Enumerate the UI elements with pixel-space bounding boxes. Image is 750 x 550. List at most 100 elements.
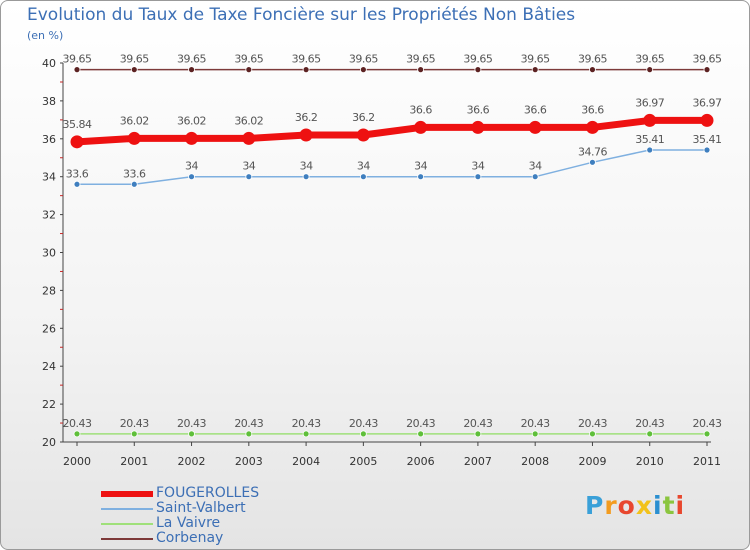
x-tick-label: 2005: [349, 455, 377, 468]
data-point-fougerolles: [585, 120, 599, 134]
data-point-saint-valbert: [359, 173, 367, 181]
x-tick-label: 2001: [120, 455, 148, 468]
data-label-la-vaivre: 20.43: [578, 417, 607, 430]
logo-letter: r: [604, 491, 618, 520]
data-point-saint-valbert: [474, 173, 482, 181]
data-label-la-vaivre: 20.43: [234, 417, 263, 430]
data-label-saint-valbert: 34.76: [578, 145, 607, 158]
data-point-fougerolles: [528, 120, 542, 134]
data-point-saint-valbert: [130, 180, 138, 188]
data-label-corbenay: 39.65: [349, 53, 378, 66]
data-point-fougerolles: [700, 113, 714, 127]
data-label-corbenay: 39.65: [234, 53, 263, 66]
data-label-fougerolles: 35.84: [63, 118, 92, 131]
data-label-corbenay: 39.65: [521, 53, 550, 66]
data-label-corbenay: 39.65: [177, 53, 206, 66]
data-label-saint-valbert: 34: [357, 160, 370, 173]
legend-swatch-fougerolles: [101, 491, 153, 497]
data-label-saint-valbert: 34: [242, 160, 255, 173]
data-point-la-vaivre: [474, 430, 482, 438]
data-label-fougerolles: 36.2: [352, 111, 375, 124]
data-label-fougerolles: 36.6: [524, 103, 547, 116]
series-line-saint-valbert: [76, 149, 708, 186]
data-point-fougerolles: [127, 131, 141, 145]
data-label-saint-valbert: 34: [185, 160, 198, 173]
logo-letter: i: [653, 491, 663, 520]
data-point-la-vaivre: [359, 430, 367, 438]
data-point-saint-valbert: [188, 173, 195, 181]
data-point-la-vaivre: [703, 430, 711, 438]
data-label-saint-valbert: 34: [300, 160, 313, 173]
logo-letter: o: [617, 491, 636, 520]
data-label-corbenay: 39.65: [693, 53, 722, 66]
data-label-la-vaivre: 20.43: [292, 417, 321, 430]
data-point-corbenay: [73, 66, 81, 74]
data-label-corbenay: 39.65: [463, 53, 492, 66]
data-point-la-vaivre: [188, 430, 195, 438]
data-label-la-vaivre: 20.43: [635, 417, 664, 430]
y-tick-label: 20: [42, 436, 56, 449]
data-point-la-vaivre: [531, 430, 539, 438]
data-point-saint-valbert: [302, 173, 310, 181]
data-point-la-vaivre: [245, 430, 253, 438]
x-tick-label: 2003: [235, 455, 263, 468]
x-tick-label: 2009: [578, 455, 606, 468]
data-point-saint-valbert: [589, 158, 596, 166]
data-label-la-vaivre: 20.43: [406, 417, 435, 430]
x-tick-label: 2011: [693, 455, 721, 468]
data-label-la-vaivre: 20.43: [521, 417, 550, 430]
legend-label-corbenay: Corbenay: [156, 530, 224, 546]
legend-swatch-corbenay: [101, 538, 153, 540]
data-label-saint-valbert: 35.41: [635, 133, 664, 146]
legend-swatch-la-vaivre: [101, 523, 153, 525]
data-point-la-vaivre: [302, 430, 310, 438]
legend-swatch-saint-valbert: [101, 508, 153, 510]
data-point-fougerolles: [70, 135, 84, 149]
data-label-fougerolles: 36.97: [693, 96, 722, 109]
data-label-fougerolles: 36.97: [635, 96, 664, 109]
logo-letter: x: [635, 491, 653, 520]
data-point-fougerolles: [414, 120, 428, 134]
data-point-corbenay: [646, 66, 654, 74]
logo-letter: i: [675, 491, 686, 520]
x-tick-label: 2004: [292, 455, 320, 468]
data-point-saint-valbert: [531, 173, 539, 181]
data-label-corbenay: 39.65: [635, 53, 664, 66]
logo-letter: P: [585, 491, 605, 520]
data-point-fougerolles: [471, 120, 485, 134]
data-label-fougerolles: 36.6: [581, 103, 604, 116]
data-label-saint-valbert: 33.6: [66, 167, 89, 180]
data-label-la-vaivre: 20.43: [120, 417, 149, 430]
x-tick-label: 2006: [407, 455, 435, 468]
x-tick-label: 2002: [178, 455, 206, 468]
data-point-la-vaivre: [130, 430, 138, 438]
data-label-saint-valbert: 33.6: [123, 167, 146, 180]
x-tick-label: 2007: [464, 455, 492, 468]
data-label-saint-valbert: 34: [414, 160, 427, 173]
data-point-corbenay: [703, 66, 711, 74]
data-point-corbenay: [589, 66, 596, 74]
data-point-corbenay: [474, 66, 482, 74]
data-point-corbenay: [417, 66, 425, 74]
data-label-corbenay: 39.65: [406, 53, 435, 66]
y-tick-label: 34: [42, 171, 56, 184]
data-label-corbenay: 39.65: [120, 53, 149, 66]
data-label-saint-valbert: 34: [471, 160, 484, 173]
data-label-fougerolles: 36.6: [467, 103, 490, 116]
y-tick-label: 30: [42, 247, 56, 260]
data-point-la-vaivre: [589, 430, 596, 438]
y-tick-label: 40: [42, 57, 56, 70]
data-point-saint-valbert: [703, 146, 711, 154]
data-label-fougerolles: 36.02: [120, 114, 149, 127]
data-point-fougerolles: [242, 131, 256, 145]
data-point-corbenay: [188, 66, 195, 74]
data-label-corbenay: 39.65: [292, 53, 321, 66]
data-point-saint-valbert: [646, 146, 654, 154]
data-label-la-vaivre: 20.43: [693, 417, 722, 430]
data-point-fougerolles: [299, 128, 313, 142]
data-label-la-vaivre: 20.43: [177, 417, 206, 430]
x-tick-label: 2000: [63, 455, 91, 468]
data-label-la-vaivre: 20.43: [63, 417, 92, 430]
